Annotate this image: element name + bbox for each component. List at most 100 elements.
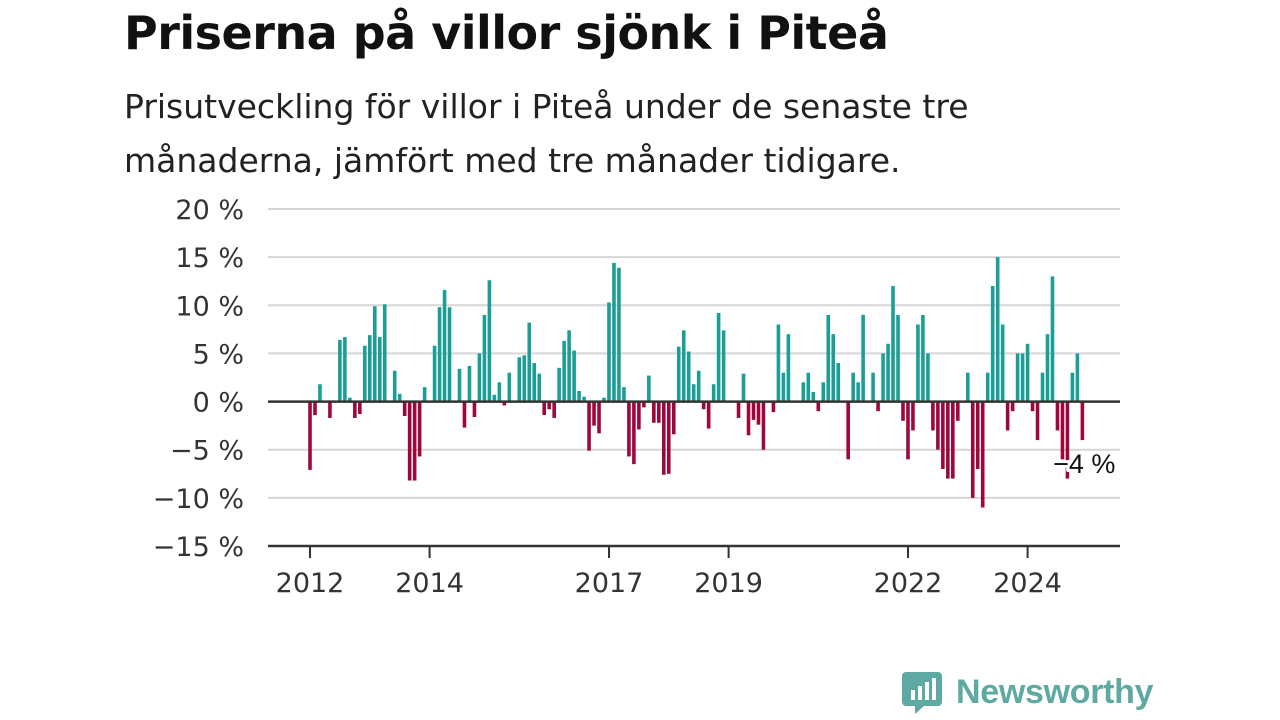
bar: [806, 372, 811, 402]
bar: [632, 401, 636, 465]
bar: [696, 370, 701, 402]
bar: [437, 307, 442, 402]
bar: [811, 391, 816, 402]
x-tick-label: 2012: [276, 568, 345, 599]
bar: [647, 375, 651, 402]
brand-logo[interactable]: Newsworthy: [902, 670, 1154, 714]
bar: [906, 401, 910, 460]
bar: [946, 401, 950, 479]
bar: [1070, 372, 1075, 402]
bar: [761, 401, 766, 450]
bar: [472, 401, 477, 417]
bar: [901, 401, 905, 421]
bar: [876, 401, 880, 412]
bar: [397, 393, 402, 402]
y-axis: −15 % −10 % −5 % 0 % 5 % 10 % 15 % 20 %: [153, 195, 244, 563]
bar: [861, 314, 865, 402]
bar: [921, 314, 925, 402]
bar: [686, 351, 691, 402]
bar: [657, 401, 661, 423]
bar: [328, 401, 332, 418]
bar: [457, 368, 462, 402]
bar: [1055, 401, 1060, 431]
bar: [676, 346, 681, 402]
bar: [517, 357, 522, 402]
bar: [497, 382, 502, 402]
bar: [492, 394, 497, 402]
x-tick-label: 2024: [993, 568, 1062, 599]
bar: [343, 337, 347, 402]
bar: [751, 401, 756, 420]
bar: [956, 401, 960, 421]
bar: [572, 350, 576, 402]
bar: [1065, 401, 1070, 479]
bar: [836, 363, 841, 402]
annotations: −4 %: [1050, 446, 1118, 482]
bar: [422, 387, 427, 402]
bar: [542, 401, 546, 416]
bar: [442, 289, 447, 402]
bar: [985, 372, 990, 402]
bar: [552, 401, 556, 418]
bar: [1075, 353, 1080, 402]
x-tick-label: 2014: [395, 568, 464, 599]
bar: [821, 382, 826, 402]
bar: [487, 280, 492, 402]
bar: [313, 401, 317, 416]
bar: [358, 401, 362, 415]
bar: [721, 330, 726, 402]
bar: [936, 401, 940, 450]
bar: [477, 353, 482, 402]
bar: [911, 401, 915, 431]
bar: [1025, 343, 1030, 402]
y-tick-label: 15 %: [175, 243, 244, 274]
bar: [701, 401, 706, 410]
bar: [407, 401, 412, 481]
bar: [995, 257, 1000, 402]
bar: [706, 401, 711, 429]
bar: [597, 401, 601, 434]
bar: [681, 330, 686, 402]
bar: [412, 401, 417, 481]
bar: [741, 373, 746, 402]
bar: [482, 314, 487, 402]
bar: [801, 382, 806, 402]
bar: [353, 401, 357, 418]
bar: [527, 322, 532, 402]
bar: [776, 324, 781, 402]
bar: [781, 372, 786, 402]
bar: [417, 401, 422, 457]
bar: [592, 401, 596, 426]
bar: [522, 355, 527, 402]
bar: [951, 401, 955, 479]
bar: [871, 372, 875, 402]
bar: [652, 401, 656, 423]
bar: [786, 334, 791, 402]
y-tick-label: 0 %: [193, 388, 244, 419]
bar: [736, 401, 741, 418]
chart-title: Priserna på villor sjönk i Piteå: [124, 6, 889, 60]
bar: [557, 367, 561, 402]
bar: [577, 390, 581, 402]
bar: [886, 343, 890, 402]
bar: [1050, 276, 1055, 402]
y-tick-label: −15 %: [153, 532, 244, 563]
bar: [642, 401, 646, 408]
bar: [637, 401, 641, 430]
bar: [462, 401, 467, 428]
bar: [662, 401, 666, 475]
bar: [666, 401, 671, 474]
bar: [567, 330, 571, 402]
bar: [547, 401, 551, 410]
y-tick-label: −5 %: [170, 436, 244, 467]
bar: [562, 340, 566, 402]
bar: [931, 401, 935, 431]
bar: [671, 401, 676, 435]
newsworthy-logo-icon: [902, 672, 942, 714]
bar: [432, 345, 437, 402]
bar: [1030, 401, 1035, 412]
bar: [392, 370, 397, 402]
bar: [402, 401, 407, 417]
bar: [1035, 401, 1040, 441]
